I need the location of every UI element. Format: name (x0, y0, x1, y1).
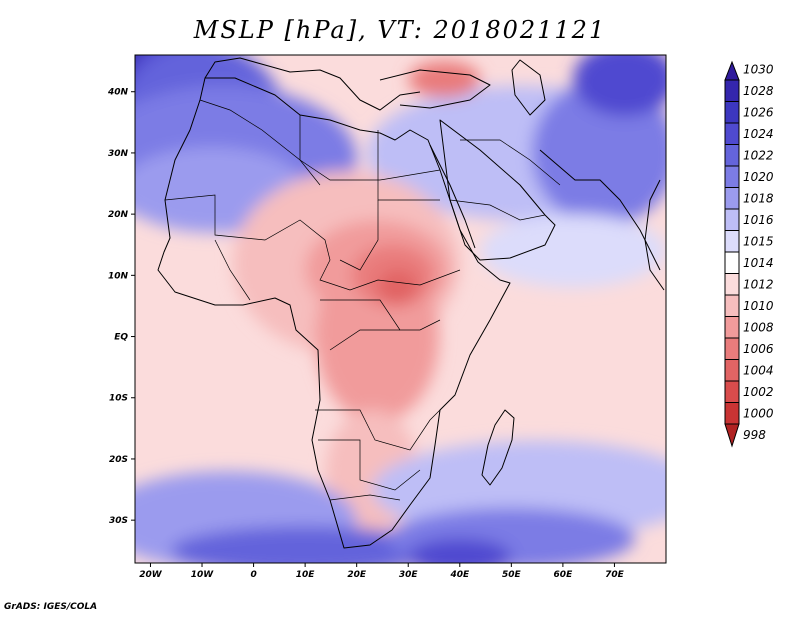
colorbar-swatch (724, 402, 740, 425)
colorbar-label: 1008 (743, 320, 774, 334)
colorbar-swatch (724, 208, 740, 231)
lon-tick-label: 10W (191, 570, 215, 580)
grads-credit: GrADS: IGES/COLA (4, 602, 98, 612)
colorbar-label: 1030 (743, 62, 774, 76)
country-borders (164, 99, 561, 501)
colorbar-swatch (724, 337, 740, 360)
colorbar-label: 1012 (743, 277, 774, 291)
colorbar-swatch (724, 230, 740, 253)
colorbar-label: 1020 (743, 170, 774, 184)
lon-tick-label: 20E (347, 570, 367, 580)
lat-tick-label: 40N (107, 88, 129, 98)
colorbar-swatch (724, 79, 740, 102)
colorbar-swatch (724, 144, 740, 167)
turkey-black-sea-coast (379, 69, 491, 109)
colorbar-label: 1016 (743, 213, 774, 227)
lat-tick-label: EQ (114, 333, 128, 343)
pressure-field (135, 55, 666, 563)
madagascar-coastline (481, 409, 515, 486)
colorbar-label: 1002 (743, 385, 774, 399)
colorbar-label: 1018 (743, 191, 774, 205)
lon-tick-label: 30E (399, 570, 419, 580)
colorbar-swatch (724, 316, 740, 339)
colorbar-swatch (724, 273, 740, 296)
map-title: MSLP [hPa], VT: 2018021121 (193, 16, 607, 44)
colorbar-label: 1028 (743, 84, 774, 98)
lat-tick-label: 10N (108, 271, 129, 281)
lon-tick-label: 60E (554, 570, 574, 580)
colorbar-label: 1004 (743, 363, 774, 377)
longitude-axis: 20W 10W 0 10E 20E 30E 40E 50E 60E 70E (139, 563, 625, 580)
red-sea-east-coast (429, 144, 476, 249)
europe-coast (204, 57, 421, 111)
colorbar-swatch (724, 251, 740, 274)
lat-tick-label: 30N (108, 149, 129, 159)
latitude-axis: 40N 30N 20N 10N EQ 10S 20S 30S (107, 88, 135, 526)
pressure-cell-arabian-sea-ridge (480, 214, 666, 288)
caspian-coast (511, 59, 546, 116)
pressure-cell-southern-high-core (408, 538, 512, 563)
lon-tick-label: 40E (449, 570, 470, 580)
lon-tick-label: 0 (250, 570, 256, 580)
colorbar-label: 998 (743, 428, 766, 442)
lon-tick-label: 70E (605, 570, 625, 580)
lon-tick-label: 10E (296, 570, 316, 580)
lon-tick-label: 20W (139, 570, 163, 580)
colorbar-label: 1006 (743, 342, 774, 356)
colorbar-label: 1000 (743, 406, 774, 420)
colorbar-label: 1014 (743, 256, 774, 270)
colorbar-swatch (724, 122, 740, 145)
persian-gulf-coast (539, 149, 661, 271)
colorbar-swatch (724, 294, 740, 317)
pressure-cell-central-asia-high (573, 55, 666, 117)
colorbar-swatch (724, 380, 740, 403)
colorbar: 1030 1028 1026 1024 1022 1020 1018 1016 1015 1014… (724, 60, 774, 448)
colorbar-label: 1026 (743, 105, 774, 119)
colorbar-label: 1022 (743, 148, 774, 162)
pressure-cell-southern-high-a (171, 526, 440, 563)
lat-tick-label: 10S (109, 394, 128, 404)
colorbar-swatch (724, 187, 740, 210)
arabia-coastline (439, 119, 556, 261)
colorbar-swatch (724, 359, 740, 382)
map-frame (134, 54, 667, 564)
lat-tick-label: 20N (108, 210, 129, 220)
colorbar-label: 1024 (743, 127, 774, 141)
colorbar-lower-arrow (724, 423, 740, 448)
lat-tick-label: 20S (109, 455, 128, 465)
colorbar-upper-arrow (724, 60, 740, 81)
colorbar-swatch (724, 101, 740, 124)
colorbar-label: 1015 (743, 234, 774, 248)
colorbar-swatch (724, 165, 740, 188)
india-coast (644, 179, 665, 291)
pressure-cell-sudan-low-center (377, 269, 419, 306)
africa-coastline (157, 77, 511, 549)
lon-tick-label: 50E (502, 570, 522, 580)
pressure-cell-iran-high (531, 79, 666, 227)
coastlines (157, 57, 665, 549)
lat-tick-label: 30S (109, 516, 128, 526)
colorbar-label: 1010 (743, 299, 774, 313)
